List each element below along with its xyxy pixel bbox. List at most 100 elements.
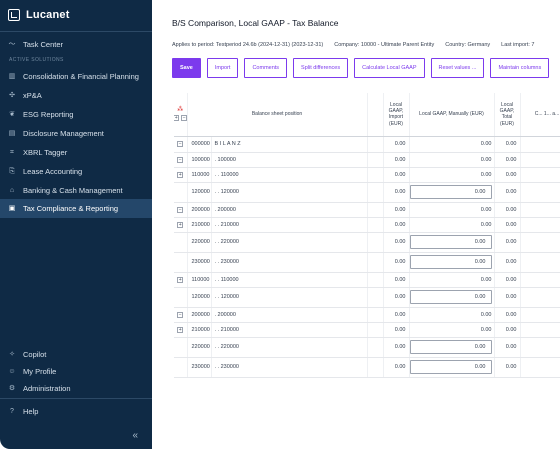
manual-value: 0.00 (480, 276, 492, 283)
row-toggle-icon[interactable]: + (177, 276, 184, 283)
sidebar-item-label: Copilot (23, 349, 47, 359)
extra-cell (520, 167, 560, 183)
manual-value-input[interactable] (409, 360, 492, 374)
manual-value: 0.00 (480, 156, 492, 163)
filter-mark-icon: ⁂ (177, 107, 184, 114)
sidebar-item-label: Consolidation & Financial Planning (23, 71, 139, 81)
total-value: 0.00 (494, 357, 521, 378)
table-row[interactable]: +210000. . 210000 0.00 0.00 0.00 (174, 322, 560, 338)
header-total: Local GAAP, Total (EUR) (494, 93, 521, 137)
table-row[interactable]: −100000. 100000 0.00 0.00 0.00 (174, 152, 560, 168)
sidebar-item-my-profile[interactable]: ☺ My Profile (0, 362, 152, 380)
table-row[interactable]: −200000. 200000 0.00 0.00 0.00 (174, 202, 560, 218)
manual-cell: 0.00 (409, 137, 495, 153)
import-value: 0.00 (383, 337, 410, 358)
row-toggle-icon[interactable]: + (177, 326, 184, 333)
manual-cell (409, 287, 495, 308)
main-content: B/S Comparison, Local GAAP - Tax Balance… (152, 0, 560, 449)
brand[interactable]: Lucanet (8, 9, 70, 21)
extra-cell (520, 322, 560, 338)
expand-all-icon[interactable]: + (174, 115, 180, 122)
row-toggle-icon[interactable]: + (177, 171, 184, 178)
sidebar-item-esg-reporting[interactable]: ❦ ESG Reporting (0, 105, 152, 123)
import-value: 0.00 (383, 272, 410, 288)
import-value: 0.00 (383, 152, 410, 168)
manual-value-input[interactable] (409, 290, 492, 304)
manual-value-input[interactable] (409, 255, 492, 269)
position-code: 000000 (187, 137, 212, 153)
table-row[interactable]: 120000. . 120000 0.00 0.00 (174, 182, 560, 203)
sidebar-item-xpa[interactable]: ✣ xP&A (0, 86, 152, 104)
table-row[interactable]: +210000. . 210000 0.00 0.00 0.00 (174, 217, 560, 233)
table-row[interactable]: −200000. 200000 0.00 0.00 0.00 (174, 307, 560, 323)
extra-cell (520, 217, 560, 233)
manual-value-input[interactable] (409, 235, 492, 249)
import-value: 0.00 (383, 322, 410, 338)
sidebar-item-tax-compliance[interactable]: ▣ Tax Compliance & Reporting (0, 199, 152, 218)
position-code: 200000 (187, 202, 212, 218)
page-title: B/S Comparison, Local GAAP - Tax Balance (172, 18, 339, 28)
comments-button[interactable]: Comments (244, 58, 288, 78)
total-value: 0.00 (494, 287, 521, 308)
table-row[interactable]: 220000. . 220000 0.00 0.00 (174, 337, 560, 358)
position-code: 110000 (187, 272, 212, 288)
user-icon: ☺ (8, 367, 16, 375)
total-value: 0.00 (494, 182, 521, 203)
sidebar-divider (0, 398, 152, 399)
sidebar-item-disclosure-management[interactable]: ▤ Disclosure Management (0, 124, 152, 142)
empty-cell (367, 167, 384, 183)
import-value: 0.00 (383, 287, 410, 308)
table-row[interactable]: 230000. . 230000 0.00 0.00 (174, 357, 560, 378)
extra-cell (520, 307, 560, 323)
table-row[interactable]: 120000. . 120000 0.00 0.00 (174, 287, 560, 308)
company-info: Company: 10000 - Ultimate Parent Entity (334, 42, 435, 48)
table-row[interactable]: 230000. . 230000 0.00 0.00 (174, 252, 560, 273)
sidebar-item-task-center[interactable]: 〜 Task Center (0, 35, 152, 53)
row-toggle-icon[interactable]: − (177, 141, 184, 148)
table-row[interactable]: 220000. . 220000 0.00 0.00 (174, 232, 560, 253)
tag-icon: ⌗ (10, 148, 14, 156)
extra-cell (520, 337, 560, 358)
row-toggle-icon[interactable]: − (177, 311, 184, 318)
sidebar-item-label: My Profile (23, 366, 57, 376)
table-row[interactable]: +110000. . 110000 0.00 0.00 0.00 (174, 167, 560, 183)
sidebar-item-xbrl-tagger[interactable]: ⌗ XBRL Tagger (0, 143, 152, 161)
position-code: 100000 (187, 152, 212, 168)
row-toggle-icon[interactable]: − (177, 206, 184, 213)
reset-values-button[interactable]: Reset values ... (430, 58, 485, 78)
sidebar-item-administration[interactable]: ⚙ Administration (0, 379, 152, 397)
row-toggle-cell: + (174, 217, 188, 233)
row-toggle-cell (174, 182, 188, 203)
calculate-local-gaap-button[interactable]: Calculate Local GAAP (354, 58, 425, 78)
row-toggle-icon[interactable]: − (177, 156, 184, 163)
sidebar-item-lease-accounting[interactable]: ⎘ Lease Accounting (0, 162, 152, 180)
trend-line-icon: 〜 (8, 40, 16, 48)
table-row[interactable]: +110000. . 110000 0.00 0.00 0.00 (174, 272, 560, 288)
empty-cell (367, 307, 384, 323)
sidebar-item-copilot[interactable]: ✧ Copilot (0, 345, 152, 363)
manual-value-input[interactable] (409, 340, 492, 354)
bank-icon: ⌂ (9, 186, 15, 194)
row-toggle-icon[interactable]: + (177, 221, 184, 228)
row-toggle-cell (174, 357, 188, 378)
import-value: 0.00 (383, 202, 410, 218)
maintain-columns-button[interactable]: Maintain columns (490, 58, 550, 78)
split-differences-button[interactable]: Split differences (293, 58, 349, 78)
manual-value-input[interactable] (409, 185, 492, 199)
collapse-sidebar-button[interactable]: « (132, 430, 138, 441)
chart-bars-icon: ▥ (8, 72, 16, 80)
manual-cell: 0.00 (409, 167, 495, 183)
collapse-all-icon[interactable]: − (181, 115, 186, 122)
import-value: 0.00 (383, 252, 410, 273)
sidebar-item-help[interactable]: ? Help (0, 402, 152, 420)
brand-name: Lucanet (26, 9, 70, 21)
table-row[interactable]: −000000 B I L A N Z 0.00 0.00 0.00 (174, 137, 560, 153)
manual-cell: 0.00 (409, 202, 495, 218)
row-toggle-cell (174, 337, 188, 358)
manual-value: 0.00 (480, 311, 492, 318)
save-button[interactable]: Save (172, 58, 201, 78)
sidebar-item-consolidation[interactable]: ▥ Consolidation & Financial Planning (0, 67, 152, 85)
import-button[interactable]: Import (206, 58, 239, 78)
sidebar-item-banking-cash[interactable]: ⌂ Banking & Cash Management (0, 181, 152, 199)
lease-icon: ⎘ (9, 167, 15, 175)
